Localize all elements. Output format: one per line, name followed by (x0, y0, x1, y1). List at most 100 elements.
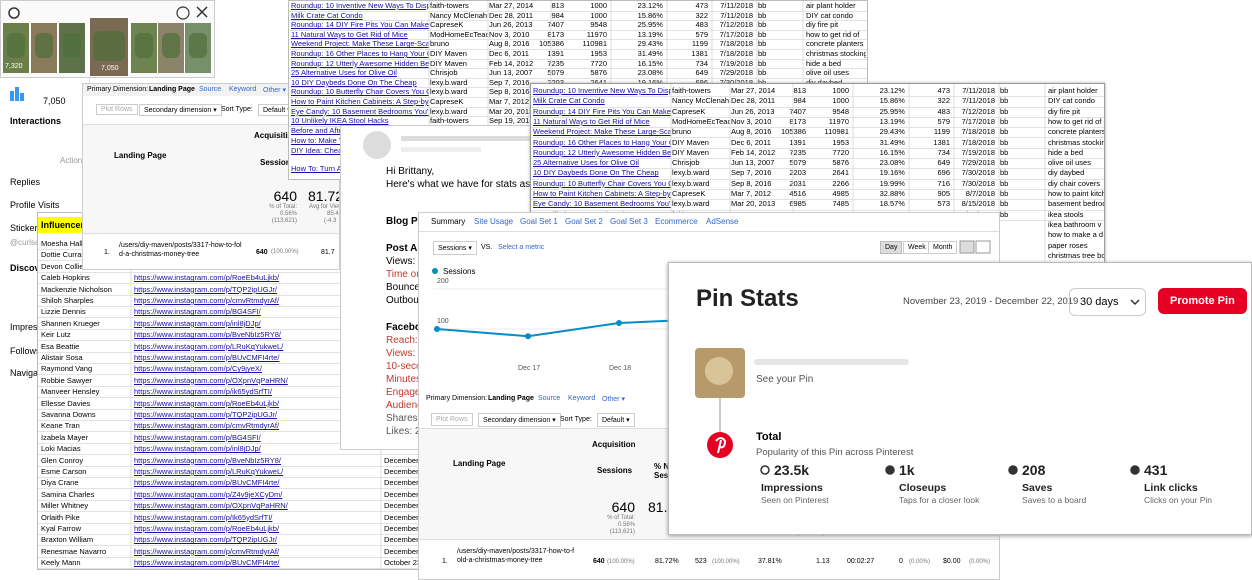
sheet-row: Roundup: 14 DIY Fire Pits You Can Make Y… (531, 107, 1104, 118)
post-title-link[interactable]: 25 Alternative Uses for Olive Oil (533, 158, 639, 168)
post-title-link[interactable]: How to Paint Kitchen Cabinets: A Step-by… (533, 189, 671, 198)
cell: 1000 (590, 10, 607, 20)
post-url[interactable]: https://www.instagram.com/p/RoeEb4uLjkb/ (134, 524, 280, 533)
tab[interactable]: AdSense (706, 217, 739, 226)
tab[interactable]: Goal Set 3 (610, 217, 648, 226)
post-url[interactable]: https://www.instagram.com/p/Cy9jyeX/ (134, 364, 262, 374)
post-url[interactable]: https://www.instagram.com/p/Z4v9jeXCyDm/ (134, 489, 283, 499)
post-url[interactable]: https://www.instagram.com/p/BG4SFI/ (134, 432, 261, 442)
period-select[interactable]: 30 days (1069, 288, 1146, 316)
text: (113,621) (609, 529, 635, 535)
post-title-link[interactable]: 10 DIY Daybeds Done On The Cheap (291, 77, 417, 87)
post-url[interactable]: https://www.instagram.com/p/OXpnVqPaHRN/ (134, 501, 288, 511)
post-url[interactable]: https://www.instagram.com/p/cmvRtmdyrAf/ (134, 296, 280, 305)
text: (113,621) (271, 218, 297, 224)
post-url[interactable]: https://www.instagram.com/p/RoeEb4uLjkb/ (134, 273, 280, 283)
post-title-link[interactable]: How To: Turn A St (291, 164, 351, 173)
button[interactable]: Day (880, 241, 903, 254)
post-title-link[interactable]: Before and After: (291, 126, 348, 135)
legend-label: Sessions (443, 267, 476, 276)
post-title-link[interactable]: Roundup: 16 Other Places to Hang Your Ch… (533, 137, 671, 147)
link[interactable]: Select a metric (498, 244, 545, 251)
cell: 7/18/2018 (719, 39, 753, 49)
post-title-link[interactable]: Weekend Project: Make These Large-Scale … (533, 127, 671, 137)
tab[interactable]: Goal Set 2 (565, 217, 603, 226)
post-title-link[interactable]: Milk Crate Cat Condo (533, 96, 605, 106)
post-url[interactable]: https://www.instagram.com/p/BveNbIz5RY8/ (134, 330, 282, 340)
post-title-link[interactable]: Roundup: 14 DIY Fire Pits You Can Make Y… (291, 20, 429, 30)
text: 523 (695, 558, 707, 565)
page-link[interactable]: /users/diy-maven/posts/3317-how-to-fold-… (457, 548, 575, 564)
post-url[interactable]: https://www.instagram.com/p/OXpnVqPaHRN/ (134, 375, 288, 385)
post-title-link[interactable]: 11 Natural Ways to Get Rid of Mice (533, 116, 650, 126)
post-url[interactable]: https://www.instagram.com/p/LRuKqYukweL/ (134, 467, 284, 476)
post-url[interactable]: https://www.instagram.com/p/BG4SFI/ (134, 307, 261, 317)
tab[interactable]: Keyword (568, 395, 596, 402)
cell: bruno (672, 127, 692, 137)
post-url[interactable]: https://www.instagram.com/p/BUvCMFI4rte/ (134, 478, 280, 488)
see-pin-link[interactable]: See your Pin (756, 374, 814, 385)
tab[interactable]: Other ▾ (263, 87, 286, 94)
post-title-link[interactable]: Milk Crate Cat Condo (291, 10, 363, 20)
tab[interactable]: Ecommerce (655, 217, 698, 226)
tab[interactable]: Other ▾ (602, 396, 625, 403)
cell: 105386 (780, 127, 806, 137)
post-title-link[interactable]: 10 Unlikely IKEA Stool Hacks (291, 116, 389, 126)
post-url[interactable]: https://www.instagram.com/p/BUvCMFI4rte/ (134, 353, 280, 362)
post-url[interactable]: https://www.instagram.com/p/TQP2ipUGJr/ (134, 284, 277, 294)
cell: DIY Maven (430, 49, 467, 58)
dropdown[interactable]: Default ▾ (258, 104, 296, 116)
post-title-link[interactable]: Eye Candy: 10 Basement Bedrooms You'd Ac… (533, 199, 671, 209)
post-url[interactable]: https://www.instagram.com/p/inl8jDJp/ (134, 318, 261, 328)
button[interactable]: Plot Rows (96, 104, 138, 115)
cell: 110981 (824, 127, 849, 137)
post-title-link[interactable]: Roundup: 10 Butterfly Chair Covers You C… (533, 178, 671, 188)
post-title-link[interactable]: 10 DIY Daybeds Done On The Cheap (533, 168, 659, 178)
post-title-link[interactable]: DIY Idea: Cheap (291, 146, 347, 155)
post-title-link[interactable]: Roundup: 10 Inventive New Ways To Displa… (533, 86, 671, 95)
post-url[interactable]: https://www.instagram.com/p/inl8jDJp/ (134, 444, 261, 454)
dropdown[interactable]: Secondary dimension ▾ (139, 104, 222, 116)
button[interactable]: Month (928, 241, 958, 254)
tab[interactable]: Source (538, 395, 561, 402)
post-title-link[interactable]: Roundup: 12 Utterly Awesome Hidden Beds (291, 58, 429, 68)
post-title-link[interactable]: Roundup: 10 Butterfly Chair Covers You C… (291, 87, 429, 97)
cell: 19.16% (879, 168, 905, 178)
post-url[interactable]: https://www.instagram.com/p/cmvRtmdyrAf/ (134, 546, 280, 556)
tab[interactable]: Site Usage (474, 217, 514, 226)
post-url[interactable]: https://www.instagram.com/p/BUvCMFI4rte/ (134, 558, 280, 568)
post-title-link[interactable]: Roundup: 12 Utterly Awesome Hidden Beds (533, 147, 671, 157)
post-url[interactable]: https://www.instagram.com/p/TQP2ipUGJr/ (134, 535, 277, 545)
dropdown[interactable]: Sessions ▾ (433, 241, 477, 255)
tab[interactable]: Source (199, 86, 222, 93)
post-title-link[interactable]: 11 Natural Ways to Get Rid of Mice (291, 29, 408, 39)
cell: Jun 26, 2013 (489, 20, 533, 30)
post-title-link[interactable]: Roundup: 14 DIY Fire Pits You Can Make Y… (533, 106, 671, 116)
post-url[interactable]: https://www.instagram.com/p/BveNbIz5RY8/ (134, 455, 282, 465)
sheet-row: Loki Macias https://www.instagram.com/p/i… (38, 443, 429, 456)
dropdown[interactable]: Default ▾ (597, 413, 635, 427)
dropdown[interactable]: Secondary dimension ▾ (478, 413, 561, 427)
promote-button[interactable]: Promote Pin (1158, 288, 1247, 314)
page-link[interactable]: /users/diy-maven/posts/3317-how-to-fold-… (119, 242, 242, 258)
post-title-link[interactable]: 25 Alternative Uses for Olive Oil (291, 68, 397, 78)
post-url[interactable]: https://www.instagram.com/p/cmvRtmdyrAf/ (134, 421, 280, 431)
post-url[interactable]: https://www.instagram.com/p/Ik65ydSrfTI/ (134, 512, 273, 522)
post-title-link[interactable]: Roundup: 16 Other Places to Hang Your Ch… (291, 49, 429, 58)
post-url[interactable]: https://www.instagram.com/p/TQP2ipUGJr/ (134, 410, 277, 419)
tab[interactable]: Keyword (229, 86, 257, 93)
pinterest-logo (707, 432, 733, 458)
button[interactable]: Week (903, 241, 931, 254)
post-title-link[interactable]: Weekend Project: Make These Large-Scale … (291, 39, 429, 49)
post-title-link[interactable]: Eye Candy: 10 Basement Bedrooms You'd Ac… (291, 106, 429, 116)
post-url[interactable]: https://www.instagram.com/p/ik65ydSrfTI/ (134, 387, 272, 397)
post-url[interactable]: https://www.instagram.com/p/LRuKqYukweL/ (134, 341, 284, 351)
stat-label: Impressions (761, 482, 823, 494)
post-title-link[interactable]: Roundup: 10 Inventive New Ways To Displa… (291, 1, 429, 10)
post-title-link[interactable]: How to: Make Ya (291, 136, 348, 145)
tab[interactable]: Goal Set 1 (520, 217, 558, 226)
sheet-row: Eye Candy: 10 Basement Bedrooms You'd Ac… (531, 199, 1104, 211)
button[interactable]: Plot Rows (431, 413, 473, 426)
post-title-link[interactable]: How to Paint Kitchen Cabinets: A Step-by… (291, 97, 429, 106)
post-url[interactable]: https://www.instagram.com/p/RoeEb4uLjkb/ (134, 398, 280, 408)
